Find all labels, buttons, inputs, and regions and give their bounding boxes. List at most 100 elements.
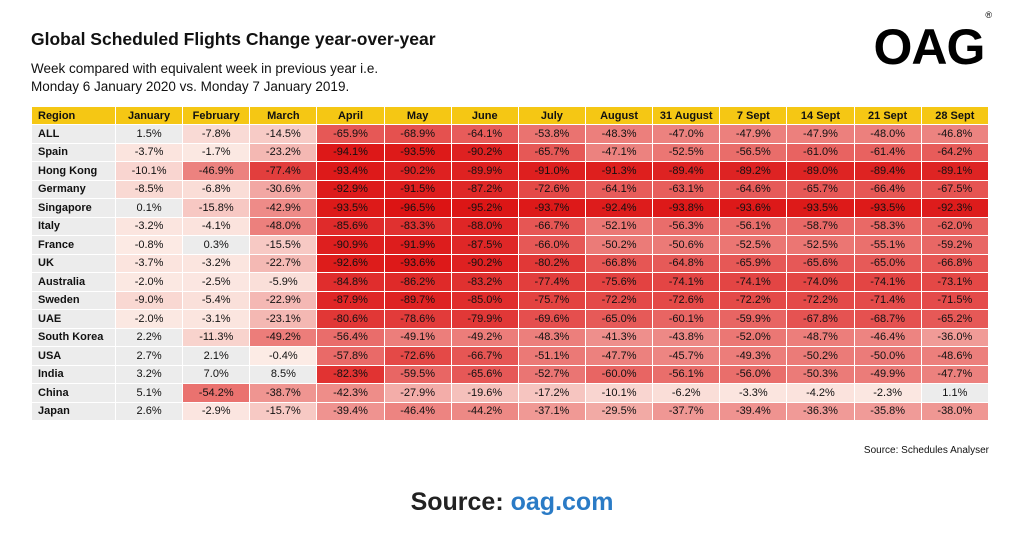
heatmap-cell: -87.2% bbox=[451, 180, 518, 198]
chart-subtitle: Week compared with equivalent week in pr… bbox=[31, 60, 378, 96]
heatmap-cell: -46.9% bbox=[183, 162, 250, 180]
heatmap-cell: -22.9% bbox=[250, 291, 317, 309]
heatmap-cell: -36.3% bbox=[787, 402, 854, 420]
table-row: Japan 2.6% -2.9% -15.7% -39.4% -46.4% -44.2% -3… bbox=[32, 402, 988, 420]
heatmap-cell: -91.3% bbox=[585, 162, 653, 180]
heatmap-cell: -65.9% bbox=[317, 125, 384, 143]
heatmap-cell: -69.6% bbox=[518, 310, 585, 328]
table-body: ALL 1.5% -7.8% -14.5% -65.9% -68.9% -64.1% -53.… bbox=[32, 125, 988, 420]
region-cell: Spain bbox=[32, 143, 115, 161]
heatmap-cell: -68.7% bbox=[854, 310, 921, 328]
column-header: January bbox=[116, 107, 183, 124]
region-cell: Germany bbox=[32, 180, 115, 198]
heatmap-cell: -56.0% bbox=[720, 365, 787, 383]
heatmap-cell: -71.4% bbox=[854, 291, 921, 309]
heatmap-cell: -74.0% bbox=[787, 273, 854, 291]
column-header: June bbox=[451, 107, 518, 124]
heatmap-cell: -85.6% bbox=[317, 217, 384, 235]
heatmap-cell: -93.8% bbox=[653, 199, 720, 217]
region-cell: Hong Kong bbox=[32, 162, 115, 180]
heatmap-cell: -42.9% bbox=[250, 199, 317, 217]
heatmap-cell: -92.9% bbox=[317, 180, 384, 198]
heatmap-cell: -56.3% bbox=[653, 217, 720, 235]
heatmap-cell: -64.8% bbox=[653, 254, 720, 272]
heatmap-cell: -64.1% bbox=[585, 180, 653, 198]
heatmap-cell: -2.0% bbox=[116, 310, 183, 328]
heatmap-cell: -74.1% bbox=[720, 273, 787, 291]
table-row: China 5.1% -54.2% -38.7% -42.3% -27.9% -19.6% -… bbox=[32, 384, 988, 402]
heatmap-cell: -65.6% bbox=[787, 254, 854, 272]
heatmap-cell: -9.0% bbox=[116, 291, 183, 309]
column-header: August bbox=[585, 107, 653, 124]
heatmap-cell: -10.1% bbox=[116, 162, 183, 180]
heatmap-cell: -44.2% bbox=[451, 402, 518, 420]
heatmap-cell: -78.6% bbox=[384, 310, 451, 328]
heatmap-cell: -93.5% bbox=[854, 199, 921, 217]
heatmap-cell: -27.9% bbox=[384, 384, 451, 402]
heatmap-table-container: Region January February March April May June J… bbox=[31, 106, 989, 421]
region-cell: Japan bbox=[32, 402, 115, 420]
heatmap-cell: -15.5% bbox=[250, 236, 317, 254]
heatmap-cell: -93.6% bbox=[720, 199, 787, 217]
heatmap-table: Region January February March April May June J… bbox=[31, 106, 989, 421]
region-cell: Sweden bbox=[32, 291, 115, 309]
heatmap-cell: -52.7% bbox=[518, 365, 585, 383]
heatmap-cell: -48.0% bbox=[250, 217, 317, 235]
region-cell: South Korea bbox=[32, 328, 115, 346]
heatmap-cell: -49.3% bbox=[720, 347, 787, 365]
heatmap-cell: -6.8% bbox=[183, 180, 250, 198]
heatmap-cell: -52.5% bbox=[720, 236, 787, 254]
heatmap-cell: -1.7% bbox=[183, 143, 250, 161]
heatmap-cell: -48.7% bbox=[787, 328, 854, 346]
heatmap-cell: -65.0% bbox=[854, 254, 921, 272]
heatmap-cell: -58.7% bbox=[787, 217, 854, 235]
column-header: April bbox=[317, 107, 384, 124]
heatmap-cell: 0.1% bbox=[116, 199, 183, 217]
region-cell: USA bbox=[32, 347, 115, 365]
heatmap-cell: -66.8% bbox=[921, 254, 988, 272]
column-header: 7 Sept bbox=[720, 107, 787, 124]
heatmap-cell: -75.7% bbox=[518, 291, 585, 309]
table-row: France -0.8% 0.3% -15.5% -90.9% -91.9% -87.5% -… bbox=[32, 236, 988, 254]
heatmap-cell: 2.2% bbox=[116, 328, 183, 346]
heatmap-cell: -75.6% bbox=[585, 273, 653, 291]
heatmap-cell: -80.6% bbox=[317, 310, 384, 328]
region-cell: Italy bbox=[32, 217, 115, 235]
heatmap-cell: -72.2% bbox=[720, 291, 787, 309]
heatmap-cell: -74.1% bbox=[653, 273, 720, 291]
heatmap-cell: -49.2% bbox=[451, 328, 518, 346]
heatmap-cell: -47.9% bbox=[720, 125, 787, 143]
heatmap-cell: -65.7% bbox=[787, 180, 854, 198]
heatmap-cell: -64.1% bbox=[451, 125, 518, 143]
region-cell: India bbox=[32, 365, 115, 383]
heatmap-cell: -48.3% bbox=[518, 328, 585, 346]
heatmap-cell: -47.7% bbox=[585, 347, 653, 365]
heatmap-cell: -54.2% bbox=[183, 384, 250, 402]
heatmap-cell: -5.4% bbox=[183, 291, 250, 309]
heatmap-cell: -90.2% bbox=[451, 254, 518, 272]
heatmap-cell: -47.0% bbox=[653, 125, 720, 143]
table-row: Hong Kong -10.1% -46.9% -77.4% -93.4% -90.2% -… bbox=[32, 162, 988, 180]
heatmap-cell: -10.1% bbox=[585, 384, 653, 402]
heatmap-cell: -48.3% bbox=[585, 125, 653, 143]
heatmap-cell: -42.3% bbox=[317, 384, 384, 402]
heatmap-cell: -47.1% bbox=[585, 143, 653, 161]
column-header: 31 August bbox=[653, 107, 720, 124]
source-link[interactable]: oag.com bbox=[510, 488, 614, 516]
heatmap-cell: -50.3% bbox=[787, 365, 854, 383]
heatmap-cell: -56.5% bbox=[720, 143, 787, 161]
heatmap-cell: -48.6% bbox=[921, 347, 988, 365]
heatmap-cell: -56.1% bbox=[653, 365, 720, 383]
heatmap-cell: -45.7% bbox=[653, 347, 720, 365]
table-row: Sweden -9.0% -5.4% -22.9% -87.9% -89.7% -85.0%… bbox=[32, 291, 988, 309]
heatmap-cell: -60.1% bbox=[653, 310, 720, 328]
heatmap-cell: -4.2% bbox=[787, 384, 854, 402]
heatmap-cell: -50.6% bbox=[653, 236, 720, 254]
heatmap-cell: -43.8% bbox=[653, 328, 720, 346]
heatmap-cell: -63.1% bbox=[653, 180, 720, 198]
heatmap-cell: -17.2% bbox=[518, 384, 585, 402]
heatmap-cell: 3.2% bbox=[116, 365, 183, 383]
heatmap-cell: -39.4% bbox=[317, 402, 384, 420]
heatmap-cell: -91.0% bbox=[518, 162, 585, 180]
heatmap-cell: -56.1% bbox=[720, 217, 787, 235]
